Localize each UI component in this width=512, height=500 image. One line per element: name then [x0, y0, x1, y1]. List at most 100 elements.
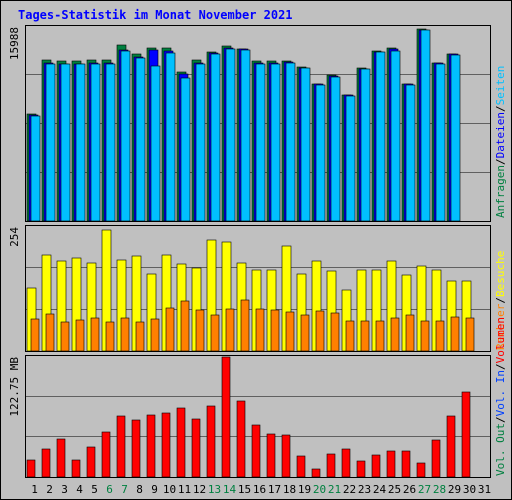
bar-volumen — [101, 431, 111, 478]
x-tick-label: 30 — [463, 483, 476, 496]
bar-volumen — [161, 412, 171, 478]
bar-rechner — [195, 309, 205, 352]
bar-volumen — [311, 468, 321, 478]
hits-panel: 15988 — [8, 25, 491, 222]
x-tick-label: 6 — [106, 483, 113, 496]
bar-rechner — [270, 309, 280, 352]
x-tick-label: 14 — [223, 483, 237, 496]
bar-rechner — [225, 308, 235, 352]
bar-seiten — [30, 115, 41, 222]
bar-volumen — [146, 414, 156, 478]
legend-entry: Rechner — [494, 303, 507, 350]
bar-volumen — [341, 448, 351, 478]
x-tick-label: 27 — [418, 483, 431, 496]
bar-seiten — [90, 63, 101, 222]
bar-seiten — [345, 95, 356, 222]
x-tick-label: 29 — [448, 483, 461, 496]
bar-seiten — [450, 54, 461, 222]
bar-volumen — [206, 405, 216, 478]
bar-seiten — [105, 63, 116, 222]
bar-seiten — [405, 84, 416, 222]
legend-entry: Dateien — [494, 112, 507, 158]
bar-seiten — [135, 57, 146, 222]
bar-volumen — [86, 446, 96, 478]
bar-volumen — [221, 356, 231, 478]
bar-volumen — [26, 459, 36, 478]
bar-volumen — [281, 434, 291, 478]
legend-visits: Rechner/Besuche — [494, 251, 507, 350]
bar-rechner — [435, 320, 445, 352]
bar-volumen — [401, 450, 411, 478]
bar-rechner — [120, 317, 130, 352]
x-tick-label: 20 — [313, 483, 326, 496]
x-tick-label: 5 — [91, 483, 98, 496]
legend-entry: / — [494, 297, 507, 304]
bar-rechner — [375, 320, 385, 352]
x-tick-label: 16 — [253, 483, 266, 496]
x-tick-label: 4 — [76, 483, 83, 496]
bar-rechner — [450, 316, 460, 352]
legend-entry: Anfragen — [494, 165, 507, 218]
bar-seiten — [285, 62, 296, 222]
bar-volumen — [386, 450, 396, 478]
bar-seiten — [315, 84, 326, 222]
bar-rechner — [330, 312, 340, 352]
bar-rechner — [420, 320, 430, 352]
x-tick-label: 26 — [403, 483, 416, 496]
x-tick-label: 19 — [298, 483, 311, 496]
y-axis-max-label: 15988 — [8, 27, 21, 60]
bar-volumen — [296, 455, 306, 478]
volume-panel: 122.75 MB — [8, 355, 491, 478]
x-tick-label: 28 — [433, 483, 446, 496]
x-tick-label: 23 — [358, 483, 371, 496]
bar-seiten — [375, 51, 386, 222]
legend-entry: / — [494, 363, 507, 370]
bar-volumen — [416, 462, 426, 478]
bar-volumen — [56, 438, 66, 478]
bar-seiten — [420, 29, 431, 222]
bar-seiten — [270, 63, 281, 222]
x-tick-label: 18 — [283, 483, 296, 496]
legend-entry: Vol. Out — [494, 423, 507, 476]
bar-volumen — [431, 439, 441, 478]
x-tick-label: 7 — [121, 483, 128, 496]
bar-rechner — [240, 299, 250, 352]
bar-seiten — [255, 63, 266, 222]
legend-entry: / — [494, 158, 507, 165]
x-tick-label: 1 — [31, 483, 38, 496]
bar-volumen — [371, 454, 381, 478]
bar-seiten — [210, 53, 221, 222]
bar-seiten — [165, 52, 176, 222]
bar-seiten — [225, 48, 236, 222]
legend-hits: Anfragen/Dateien/Seiten — [494, 66, 507, 218]
x-tick-label: 2 — [46, 483, 53, 496]
x-tick-label: 15 — [238, 483, 251, 496]
x-tick-label: 13 — [208, 483, 221, 496]
bar-seiten — [195, 63, 206, 222]
bar-rechner — [135, 321, 145, 352]
bar-volumen — [356, 460, 366, 478]
bar-rechner — [300, 314, 310, 352]
bar-rechner — [45, 313, 55, 352]
legend-volume: Vol. Out/Vol. In/Volumen — [494, 317, 507, 476]
legend-entry: Vol. In — [494, 370, 507, 416]
legend-entry: / — [494, 105, 507, 112]
bar-seiten — [45, 63, 56, 222]
bar-rechner — [105, 321, 115, 352]
x-tick-label: 22 — [343, 483, 356, 496]
y-axis-max-label: 122.75 MB — [8, 357, 21, 417]
x-tick-label: 3 — [61, 483, 68, 496]
bar-volumen — [266, 433, 276, 478]
bar-seiten — [390, 50, 401, 222]
bar-rechner — [90, 317, 100, 352]
bar-volumen — [236, 400, 246, 478]
bar-rechner — [360, 320, 370, 352]
legend-entry: Volumen — [494, 317, 507, 363]
y-axis-max-label: 254 — [8, 227, 21, 247]
x-tick-label: 11 — [178, 483, 191, 496]
bar-rechner — [405, 314, 415, 352]
bar-seiten — [435, 63, 446, 222]
legend-entry: Seiten — [494, 66, 507, 106]
bar-seiten — [180, 77, 191, 222]
